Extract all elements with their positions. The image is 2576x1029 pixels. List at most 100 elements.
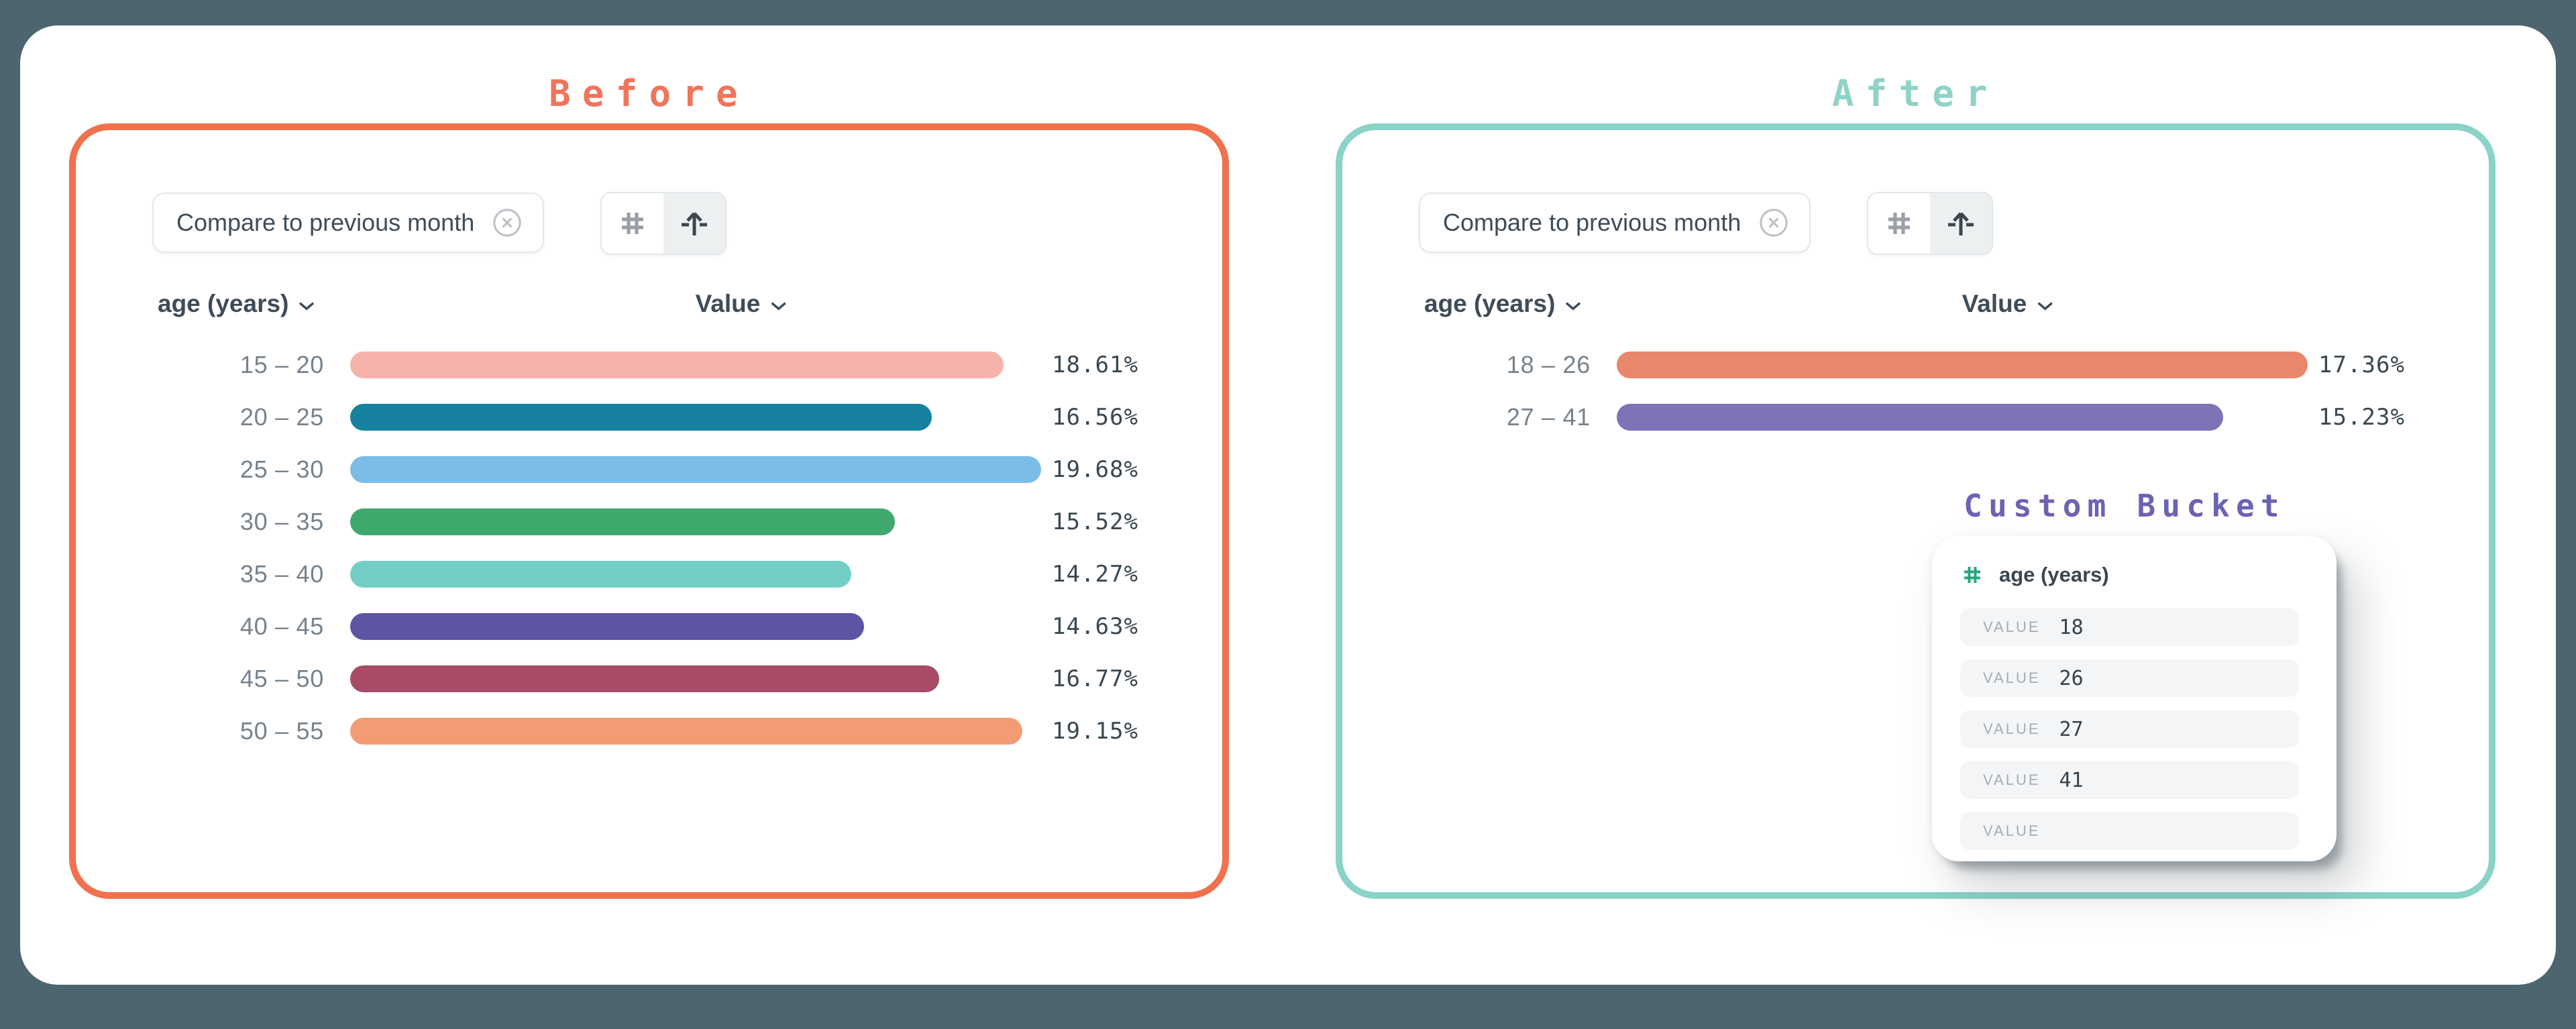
custom-bucket-popup: age (years) VALUE 18 VALUE 26 VALUE 27 VALUE 41… [1932,536,2337,861]
value-header[interactable]: Value [696,290,788,318]
chevron-down-icon [299,302,315,311]
category-label: 15 – 20 [239,351,324,378]
before-bar-chart: 15 – 20 18.61% 20 – 25 16.56% 25 – 30 19.68% 3… [76,339,1222,757]
value-field-label: VALUE [1983,720,2041,737]
chart-row: 35 – 40 14.27% [76,548,1222,600]
after-panel: Compare to previous month age (years) [1336,123,2496,899]
bar-track [350,456,1041,483]
dimension-header-label: age (years) [1424,290,1556,317]
bar-track [350,665,1041,692]
value-label: 15.23% [2318,404,2405,431]
chart-row: 18 – 26 17.36% [1342,339,2489,391]
chevron-down-icon [771,302,786,311]
value-label: 19.15% [1052,718,1138,745]
bar[interactable] [1617,351,2308,378]
value-field-input: 26 [2059,666,2084,690]
category-label: 40 – 45 [239,612,324,640]
before-panel: Compare to previous month age (years) [69,123,1229,899]
dimension-header[interactable]: age (years) [1424,290,1582,318]
filter-chip-label: Compare to previous month [176,209,475,236]
bucket-arrow-icon [682,212,707,235]
bar[interactable] [350,561,851,588]
category-label: 30 – 35 [239,508,324,535]
bar-track [350,404,1041,431]
category-label: 20 – 25 [239,403,324,431]
bar[interactable] [1617,404,2223,431]
bar-track [350,351,1041,378]
bucket-value-row[interactable]: VALUE 41 [1960,761,2299,799]
category-label: 45 – 50 [239,665,324,692]
bar[interactable] [350,456,1041,483]
hash-toggle-button[interactable] [602,193,663,254]
filter-chip-label: Compare to previous month [1443,209,1741,236]
bucket-value-row[interactable]: VALUE [1960,812,2299,850]
bar[interactable] [350,718,1023,745]
chevron-down-icon [2037,302,2053,311]
bucket-value-row[interactable]: VALUE 18 [1960,608,2299,646]
bar-track [1617,351,2308,378]
bucket-value-row[interactable]: VALUE 26 [1960,659,2299,697]
bar-track [350,613,1041,640]
bar[interactable] [350,351,1004,378]
chart-row: 30 – 35 15.52% [76,496,1222,548]
custom-bucket-title: Custom Bucket [1964,488,2286,524]
table-header: age (years) Value [76,290,1222,331]
category-label: 50 – 55 [239,717,324,745]
filter-chip[interactable]: Compare to previous month [1419,193,1811,253]
chart-row: 50 – 55 19.15% [76,705,1222,757]
value-label: 15.52% [1052,508,1138,535]
chart-row: 40 – 45 14.63% [76,600,1222,653]
hash-toggle-button[interactable] [1868,193,1930,254]
bar[interactable] [350,613,864,640]
bar-track [350,718,1041,745]
value-header[interactable]: Value [1962,290,2054,318]
circle-x-icon[interactable] [492,207,523,238]
bucket-toggle-button[interactable] [663,193,725,254]
bucket-arrow-icon [1948,212,1974,235]
hash-icon [1888,213,1910,234]
dimension-header[interactable]: age (years) [158,290,315,318]
bar[interactable] [350,508,896,535]
filter-chip[interactable]: Compare to previous month [152,193,545,253]
value-field-input: 41 [2059,768,2084,792]
value-field-input: 18 [2059,615,2084,639]
value-label: 19.68% [1052,456,1138,483]
category-label: 27 – 41 [1506,403,1591,431]
bar[interactable] [350,665,939,692]
binning-toggle-group [1867,192,1993,255]
value-label: 17.36% [2318,351,2405,378]
hash-icon [622,213,643,234]
chart-row: 15 – 20 18.61% [76,339,1222,391]
value-header-label: Value [695,290,761,317]
custom-bucket-header: age (years) [1960,559,2337,591]
chart-row: 25 – 30 19.68% [76,443,1222,496]
bucket-value-list: VALUE 18 VALUE 26 VALUE 27 VALUE 41 VALUE [1960,608,2337,850]
dimension-header-label: age (years) [158,290,289,317]
bucket-field-name: age (years) [1999,563,2109,586]
category-label: 25 – 30 [239,455,324,483]
binning-toggle-group [600,192,727,255]
circle-x-icon[interactable] [1758,207,1789,238]
value-label: 14.27% [1052,561,1138,588]
value-field-label: VALUE [1983,822,2041,839]
table-header: age (years) Value [1342,290,2489,331]
bar-track [350,508,1041,535]
chart-row: 20 – 25 16.56% [76,391,1222,443]
bucket-toggle-button[interactable] [1930,193,1992,254]
chart-row: 27 – 41 15.23% [1342,391,2489,443]
bucket-value-row[interactable]: VALUE 27 [1960,710,2299,748]
category-label: 35 – 40 [239,560,324,588]
before-title: Before [549,72,749,115]
category-label: 18 – 26 [1506,351,1591,378]
value-field-label: VALUE [1983,771,2041,788]
value-field-label: VALUE [1983,669,2041,686]
chart-row: 45 – 50 16.77% [76,653,1222,705]
value-field-label: VALUE [1983,618,2041,635]
value-label: 18.61% [1052,351,1138,378]
value-label: 16.56% [1052,404,1138,431]
after-title: After [1832,72,1999,115]
main-card: Before Compare to previous month [20,25,2556,985]
value-label: 14.63% [1052,613,1138,640]
bar[interactable] [350,404,932,431]
